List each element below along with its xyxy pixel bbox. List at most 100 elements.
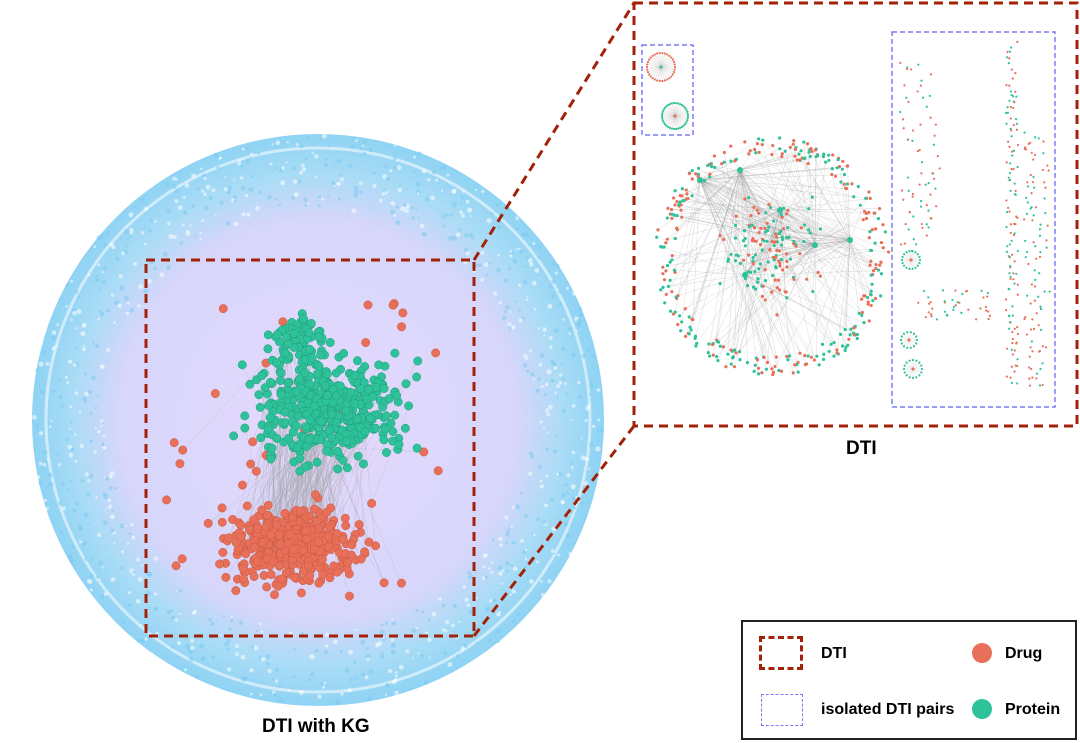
kg-node: [153, 266, 158, 271]
kg-node: [188, 656, 194, 662]
isolated-node: [647, 73, 651, 76]
kg-node: [540, 385, 544, 389]
dti-edge: [849, 239, 864, 296]
kg-node: [227, 185, 232, 191]
isolated-node: [661, 110, 664, 113]
isolated-node: [1015, 95, 1018, 98]
kg-node: [36, 474, 41, 480]
kg-node: [325, 157, 328, 161]
kg-node: [353, 660, 357, 665]
isolated-node: [900, 335, 903, 338]
isolated-node: [1025, 196, 1028, 200]
kg-node: [84, 372, 88, 376]
drug-node: [177, 554, 187, 564]
kg-node: [566, 491, 569, 495]
dti-edge: [709, 164, 781, 211]
dti-node: [757, 211, 761, 215]
dti-edge: [762, 140, 851, 241]
kg-node: [547, 303, 553, 309]
isolated-node: [920, 172, 923, 175]
kg-node: [391, 621, 396, 626]
dti-node: [706, 351, 710, 355]
kg-node: [515, 504, 520, 510]
dti-node: [748, 149, 752, 153]
kg-node: [492, 538, 495, 542]
dti-node: [804, 362, 809, 366]
kg-node: [351, 208, 357, 214]
kg-node: [534, 267, 540, 273]
dti-node: [777, 232, 781, 236]
kg-node: [153, 606, 158, 612]
isolated-node: [1031, 219, 1034, 222]
kg-node: [561, 408, 566, 413]
dti-node: [869, 248, 873, 252]
kg-node: [194, 234, 197, 237]
dti-node: [785, 212, 789, 216]
kg-node: [509, 250, 513, 253]
dti-edge: [676, 169, 741, 299]
isolated-node: [902, 198, 905, 201]
kg-node: [51, 335, 56, 341]
kg-node: [419, 223, 425, 229]
isolated-node: [927, 296, 930, 299]
kg-node: [291, 195, 295, 200]
kg-node: [240, 676, 246, 681]
kg-node: [219, 633, 223, 637]
isolated-node: [909, 346, 912, 349]
drug-node: [249, 572, 259, 582]
dti-node: [743, 244, 747, 248]
drug-node: [238, 563, 248, 573]
kg-node: [413, 155, 416, 159]
kg-node: [421, 610, 425, 614]
dti-edge: [779, 149, 796, 211]
isolated-node: [1008, 50, 1012, 53]
isolated-edge: [662, 113, 676, 117]
kg-node: [350, 144, 355, 149]
kg-node: [124, 228, 130, 234]
isolated-edge: [660, 66, 675, 73]
isolated-node: [938, 167, 941, 170]
drug-node: [237, 480, 247, 490]
dti-edge: [699, 179, 787, 293]
kg-node: [76, 309, 82, 315]
protein-node: [283, 378, 293, 388]
isolated-node: [903, 364, 906, 367]
isolated-node: [918, 261, 921, 265]
dti-edge: [793, 144, 851, 241]
dti-node: [668, 260, 672, 264]
kg-node: [240, 165, 244, 169]
dti-node: [787, 354, 792, 358]
isolated-node: [916, 149, 920, 153]
kg-node: [42, 463, 46, 467]
dti-edge: [668, 244, 816, 287]
kg-node: [354, 189, 359, 195]
kg-node: [506, 529, 510, 534]
dti-node: [793, 154, 797, 158]
dti-edge: [739, 157, 805, 171]
kg-node: [584, 418, 588, 423]
isolated-edge: [674, 115, 684, 126]
kg-node: [318, 195, 322, 199]
kg-node: [48, 473, 53, 478]
kg-node: [249, 673, 253, 676]
isolated-node: [902, 367, 906, 371]
drug-node: [431, 348, 441, 358]
dti-edge: [720, 244, 816, 347]
kg-node: [172, 234, 177, 240]
isolated-node: [1005, 122, 1008, 125]
isolated-node: [686, 112, 689, 115]
dti-node: [876, 216, 881, 221]
isolated-node: [661, 112, 664, 115]
dti-edge: [783, 208, 816, 246]
dti-node: [718, 233, 722, 238]
isolated-edge: [674, 113, 688, 117]
dti-node: [786, 226, 790, 230]
kg-node: [417, 151, 422, 156]
kg-node: [462, 585, 467, 589]
dti-node: [670, 258, 674, 262]
isolated-node: [918, 374, 921, 377]
kg-node: [368, 148, 373, 153]
kg-node: [588, 442, 594, 448]
isolated-node: [1029, 367, 1033, 371]
isolated-node: [911, 267, 914, 270]
